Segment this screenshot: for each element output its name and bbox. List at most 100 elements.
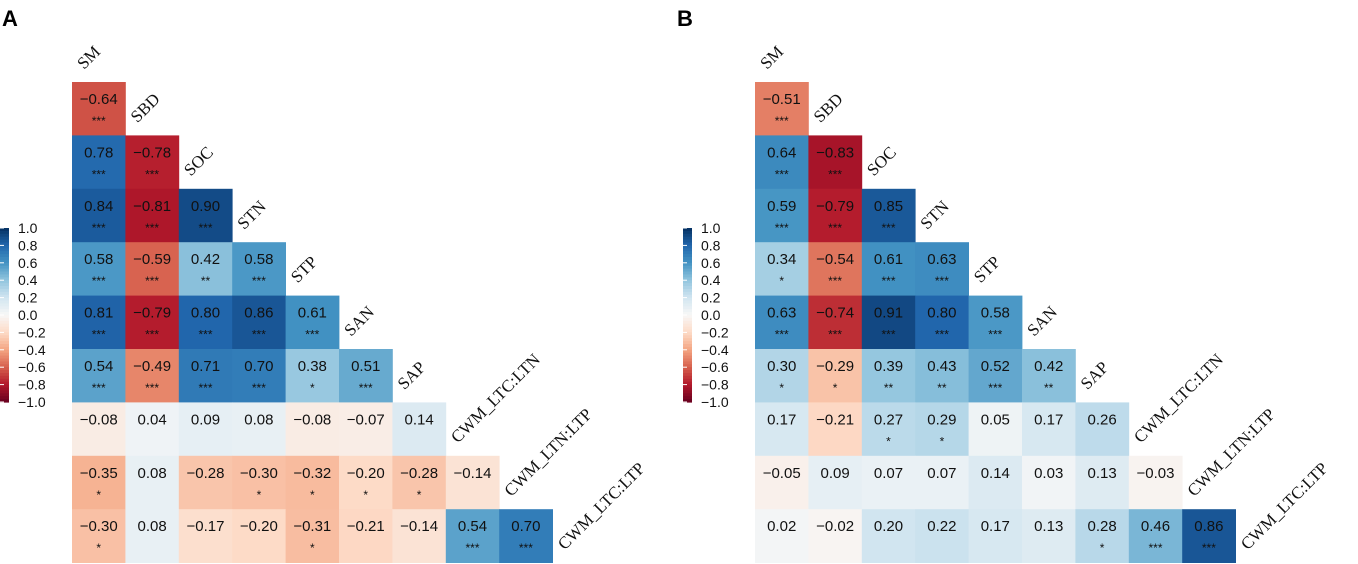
heatmap-cell — [392, 455, 447, 510]
colorbar-segment — [0, 387, 9, 391]
cell-significance: *** — [988, 328, 1002, 342]
colorbar-tick-label: 0.4 — [701, 272, 721, 288]
heatmap-cell — [755, 82, 809, 136]
colorbar-segment — [683, 335, 692, 339]
colorbar-segment — [683, 280, 692, 284]
heatmap-cell — [392, 509, 447, 563]
cell-value: 0.34 — [767, 251, 796, 268]
cell-value: −0.81 — [133, 198, 171, 215]
colorbar-tick-label: −0.6 — [701, 359, 729, 375]
cell-value: 0.43 — [927, 358, 956, 375]
colorbar-segment — [683, 378, 692, 383]
colorbar-segment — [0, 352, 9, 357]
cell-significance: *** — [252, 381, 266, 395]
cell-significance: * — [940, 434, 945, 448]
heatmap-cell — [755, 509, 809, 563]
heatmap-cell — [178, 295, 233, 350]
heatmap-cell — [232, 455, 286, 510]
heatmap-cell — [861, 242, 916, 296]
cell-significance: *** — [881, 274, 895, 288]
heatmap-cell — [1022, 402, 1076, 457]
colorbar-segment — [0, 335, 9, 339]
cell-value: −0.28 — [187, 465, 225, 482]
heatmap-cell — [125, 509, 180, 563]
heatmap-cell — [285, 295, 340, 350]
colorbar-tick-label: 0.4 — [18, 272, 38, 288]
heatmap-cell — [1075, 455, 1130, 510]
cell-significance: *** — [881, 221, 895, 235]
cell-significance: *** — [145, 381, 159, 395]
colorbar-segment — [683, 242, 692, 246]
colorbar-segment — [0, 277, 9, 281]
cell-value: 0.54 — [84, 358, 113, 375]
colorbar-segment — [683, 375, 692, 380]
colorbar-tick-label: 0.6 — [18, 255, 38, 271]
variable-label: STN — [234, 197, 270, 233]
colorbar-segment — [0, 280, 9, 284]
heatmap-cell — [125, 349, 180, 403]
cell-value: 0.63 — [927, 251, 956, 268]
cell-value: 0.42 — [191, 251, 220, 268]
cell-value: −0.30 — [240, 465, 278, 482]
cell-value: −0.79 — [133, 305, 171, 322]
heatmap-cell — [72, 349, 126, 403]
heatmap-cell — [861, 402, 916, 457]
cell-value: 0.70 — [511, 518, 540, 535]
heatmap-cell — [755, 402, 809, 457]
heatmap-cell — [72, 402, 126, 457]
colorbar-segment — [0, 355, 9, 360]
heatmap-cell — [1022, 509, 1076, 563]
cell-value: 0.07 — [927, 465, 956, 482]
cell-value: −0.20 — [347, 465, 385, 482]
heatmap-cell — [861, 455, 916, 510]
cell-value: −0.07 — [347, 411, 385, 428]
colorbar-segment — [0, 254, 9, 258]
cell-value: 0.08 — [137, 465, 166, 482]
cell-significance: * — [310, 541, 315, 555]
heatmap-cell — [445, 509, 500, 563]
cell-value: −0.08 — [293, 411, 331, 428]
variable-label: CWM_LTN:LTP — [501, 405, 596, 500]
heatmap-cell — [285, 455, 340, 510]
colorbar-segment — [0, 230, 9, 235]
cell-significance: * — [417, 488, 422, 502]
heatmap-cell — [178, 242, 233, 296]
cell-value: 0.58 — [981, 305, 1010, 322]
variable-label: STN — [917, 197, 953, 233]
cell-value: −0.02 — [816, 518, 854, 535]
variable-label: SM — [73, 42, 104, 73]
heatmap-cell — [808, 402, 863, 457]
colorbar-segment — [0, 373, 9, 377]
cell-significance: *** — [145, 274, 159, 288]
colorbar-segment — [0, 315, 9, 319]
colorbar-segment — [683, 297, 692, 302]
colorbar-segment — [0, 344, 9, 348]
heatmap-cell — [915, 402, 969, 457]
cell-value: 0.81 — [84, 305, 113, 322]
heatmap-cell — [339, 455, 393, 510]
colorbar-segment — [0, 358, 9, 362]
heatmap-cell — [861, 188, 916, 243]
colorbar-segment — [0, 390, 9, 394]
cell-value: 0.09 — [820, 465, 849, 482]
colorbar-segment — [683, 346, 692, 351]
heatmap-cell — [968, 455, 1023, 510]
heatmap-cell — [232, 349, 286, 403]
cell-value: 0.80 — [927, 305, 956, 322]
cell-significance: *** — [92, 381, 106, 395]
colorbar-segment — [0, 367, 9, 371]
cell-value: 0.86 — [244, 305, 273, 322]
colorbar-segment — [0, 317, 9, 322]
heatmap-cell — [1075, 509, 1130, 563]
cell-significance: * — [363, 488, 368, 502]
cell-significance: *** — [252, 328, 266, 342]
colorbar-segment — [683, 303, 692, 307]
cell-significance: *** — [828, 221, 842, 235]
colorbar-segment — [683, 320, 692, 325]
cell-significance: *** — [92, 274, 106, 288]
cell-significance: *** — [145, 328, 159, 342]
colorbar-segment — [0, 399, 9, 403]
cell-value: −0.14 — [454, 465, 492, 482]
colorbar-segment — [683, 393, 692, 397]
